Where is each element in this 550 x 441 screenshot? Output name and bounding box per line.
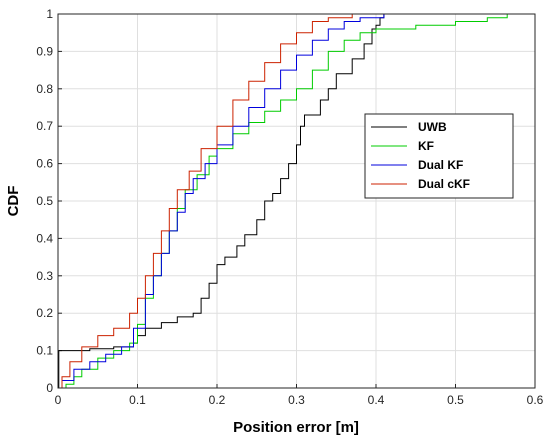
y-tick-label: 0.3 — [36, 269, 53, 283]
series-line-dual-ckf — [58, 14, 353, 389]
legend: UWB KF Dual KF Dual cKF — [364, 113, 514, 199]
x-tick-label: 0.1 — [129, 393, 146, 407]
y-tick-label: 0.2 — [36, 306, 53, 320]
x-tick-label: 0.5 — [447, 393, 464, 407]
legend-entry: UWB — [418, 120, 447, 134]
x-axis-label: Position error [m] — [233, 419, 359, 436]
legend-entry: Dual KF — [418, 158, 463, 172]
x-tick-label: 0.4 — [368, 393, 385, 407]
x-tick-label: 0.6 — [527, 393, 544, 407]
y-tick-label: 0.6 — [36, 157, 53, 171]
x-tick-label: 0.3 — [288, 393, 305, 407]
legend-entry: KF — [418, 139, 434, 153]
y-tick-label: 0.7 — [36, 119, 53, 133]
y-tick-label: 0.8 — [36, 82, 53, 96]
y-tick-label: 0.9 — [36, 44, 53, 58]
plot-frame — [57, 13, 536, 389]
series-lines — [58, 14, 508, 389]
x-tick-label: 0.2 — [209, 393, 226, 407]
y-axis-label: CDF — [5, 186, 22, 217]
y-tick-label: 1 — [46, 7, 53, 21]
tick-labels: 0 0.1 0.2 0.3 0.4 0.5 0.6 0 0.1 0.2 0.3 0.4 0.5 0.6 0.… — [36, 7, 543, 407]
series-line-dual-kf — [58, 14, 385, 389]
y-tick-label: 0 — [46, 381, 53, 395]
series-line-kf — [58, 14, 508, 389]
legend-entry: Dual cKF — [418, 177, 470, 191]
y-tick-label: 0.4 — [36, 231, 53, 245]
y-tick-label: 0.1 — [36, 344, 53, 358]
x-tick-label: 0 — [55, 393, 62, 407]
y-tick-label: 0.5 — [36, 194, 53, 208]
series-line-uwb — [58, 14, 385, 389]
